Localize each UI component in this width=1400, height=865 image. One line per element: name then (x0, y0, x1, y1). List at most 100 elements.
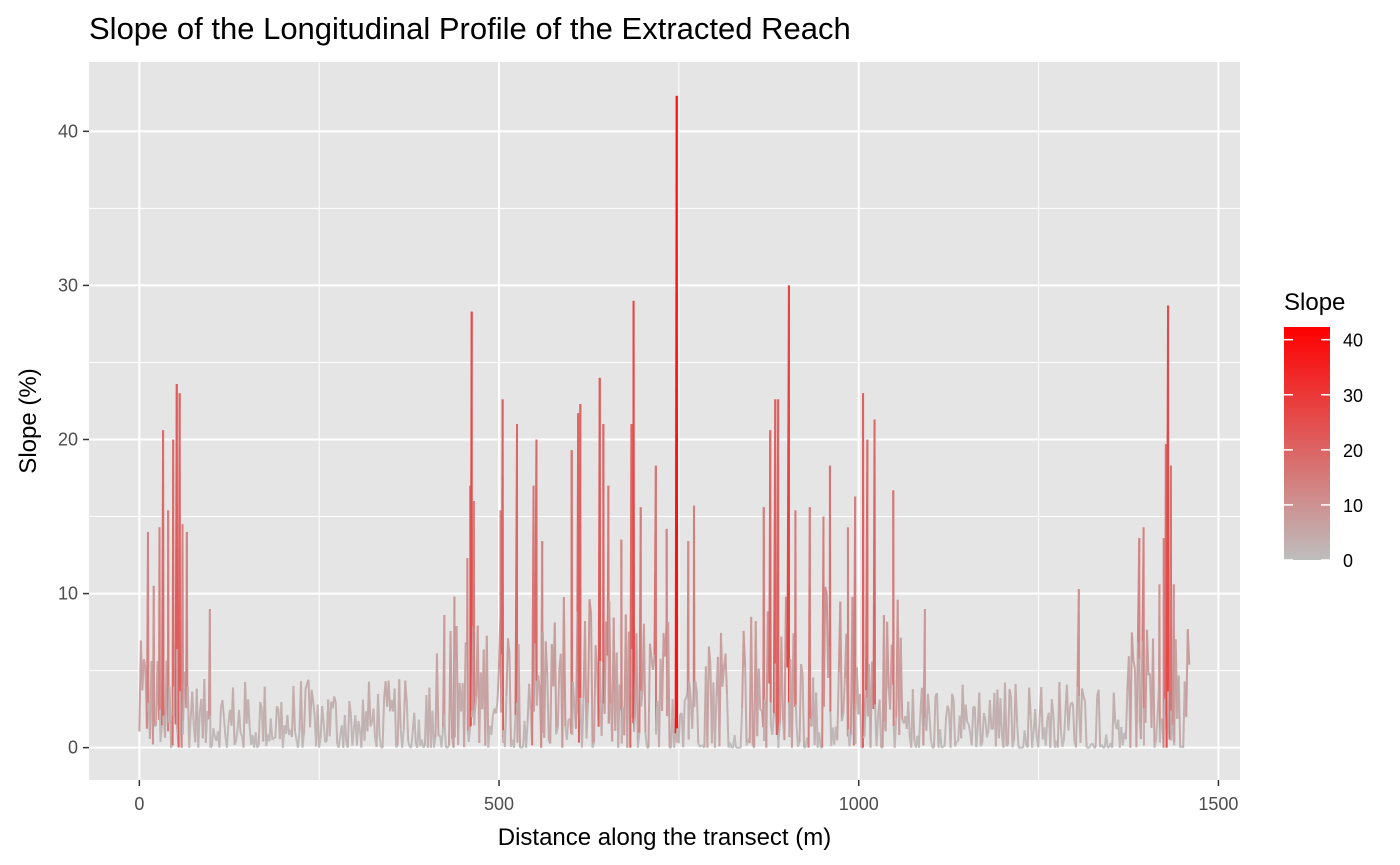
series-segment (410, 730, 414, 748)
series-segment (1130, 632, 1135, 661)
y-tick-label: 40 (58, 121, 78, 141)
series-segment (907, 701, 911, 739)
series-segment (1097, 689, 1102, 748)
series-segment (300, 681, 304, 748)
series-segment (401, 729, 405, 748)
series-segment (1007, 688, 1011, 745)
series-segment (1082, 695, 1087, 702)
series-segment (239, 732, 243, 737)
series-segment (1145, 629, 1150, 676)
y-axis-title: Slope (%) (15, 368, 42, 473)
legend-tick-label: 0 (1343, 551, 1353, 571)
series-segment (651, 655, 656, 671)
series-segment (588, 599, 593, 615)
series-segment (1014, 684, 1019, 722)
series-segment (694, 680, 698, 693)
series-segment (1170, 725, 1174, 741)
series-segment (367, 681, 372, 727)
series-segment (642, 623, 647, 733)
series-segment (269, 718, 274, 741)
series-segment (304, 683, 309, 690)
x-tick-label: 1500 (1198, 794, 1238, 814)
series-segment (555, 727, 559, 735)
series-segment (759, 708, 763, 712)
series-segment (537, 675, 541, 690)
series-segment (700, 744, 704, 747)
series-segment (1177, 675, 1182, 748)
series-segment (463, 642, 467, 748)
series-segment (978, 692, 982, 747)
series-segment (393, 688, 398, 748)
series-segment (1034, 709, 1038, 739)
series-segment (1071, 703, 1076, 742)
series-segment (544, 641, 549, 676)
series-segment (673, 733, 677, 748)
series-segment (405, 701, 410, 742)
series-segment (585, 702, 590, 739)
series-segment (688, 682, 692, 701)
series-segment (1081, 688, 1085, 697)
series-segment (310, 689, 315, 702)
series-segment (886, 621, 890, 689)
series-segment (839, 601, 843, 722)
series-segment (911, 688, 916, 742)
y-tick-label: 30 (58, 275, 78, 295)
series-segment (506, 638, 511, 655)
series-segment (324, 740, 328, 744)
series-segment (667, 621, 671, 748)
series-segment (1139, 641, 1144, 740)
series-segment (1005, 743, 1009, 748)
series-segment (707, 646, 712, 665)
series-segment (797, 741, 801, 748)
series-segment (372, 708, 377, 739)
y-tick-label: 0 (68, 738, 78, 758)
series-segment (168, 686, 173, 748)
series-segment (721, 667, 725, 687)
series-segment (471, 625, 475, 711)
series-segment (878, 699, 883, 748)
series-segment (170, 744, 174, 749)
series-segment (562, 597, 567, 727)
series-segment (1008, 688, 1013, 698)
series-segment (404, 680, 408, 702)
series-segment (940, 745, 944, 749)
series-segment (917, 713, 922, 748)
series-segment (946, 705, 951, 712)
series-segment (1152, 638, 1156, 748)
x-tick-label: 500 (484, 794, 514, 814)
series-segment (685, 690, 689, 698)
series-segment (1186, 629, 1191, 665)
series-segment (334, 702, 339, 745)
series-segment (274, 706, 278, 739)
series-segment (636, 732, 641, 748)
series-segment (395, 744, 399, 748)
chart-title: Slope of the Longitudinal Profile of the… (89, 11, 851, 46)
series-segment (842, 679, 846, 714)
series-segment (533, 643, 537, 712)
series-segment (943, 717, 948, 747)
series-segment (671, 699, 676, 748)
series-segment (398, 679, 402, 729)
series-segment (706, 646, 710, 748)
series-segment (794, 704, 798, 725)
legend-tick-label: 40 (1343, 331, 1363, 351)
series-segment (591, 742, 596, 748)
legend-tick-label: 10 (1343, 496, 1363, 516)
series-segment (824, 586, 828, 594)
series-segment (525, 722, 529, 748)
series-segment (296, 731, 301, 748)
series-segment (726, 694, 730, 748)
series-segment (862, 735, 866, 739)
series-segment (369, 722, 373, 727)
series-segment (952, 700, 957, 747)
legend-title: Slope (1284, 289, 1345, 316)
series-segment (1163, 698, 1167, 719)
series-segment (218, 707, 222, 748)
series-segment (926, 693, 931, 715)
series-segment (508, 654, 512, 747)
series-segment (142, 659, 147, 669)
slope-series (138, 95, 1191, 749)
series-segment (1016, 721, 1020, 748)
series-segment (1040, 687, 1044, 740)
